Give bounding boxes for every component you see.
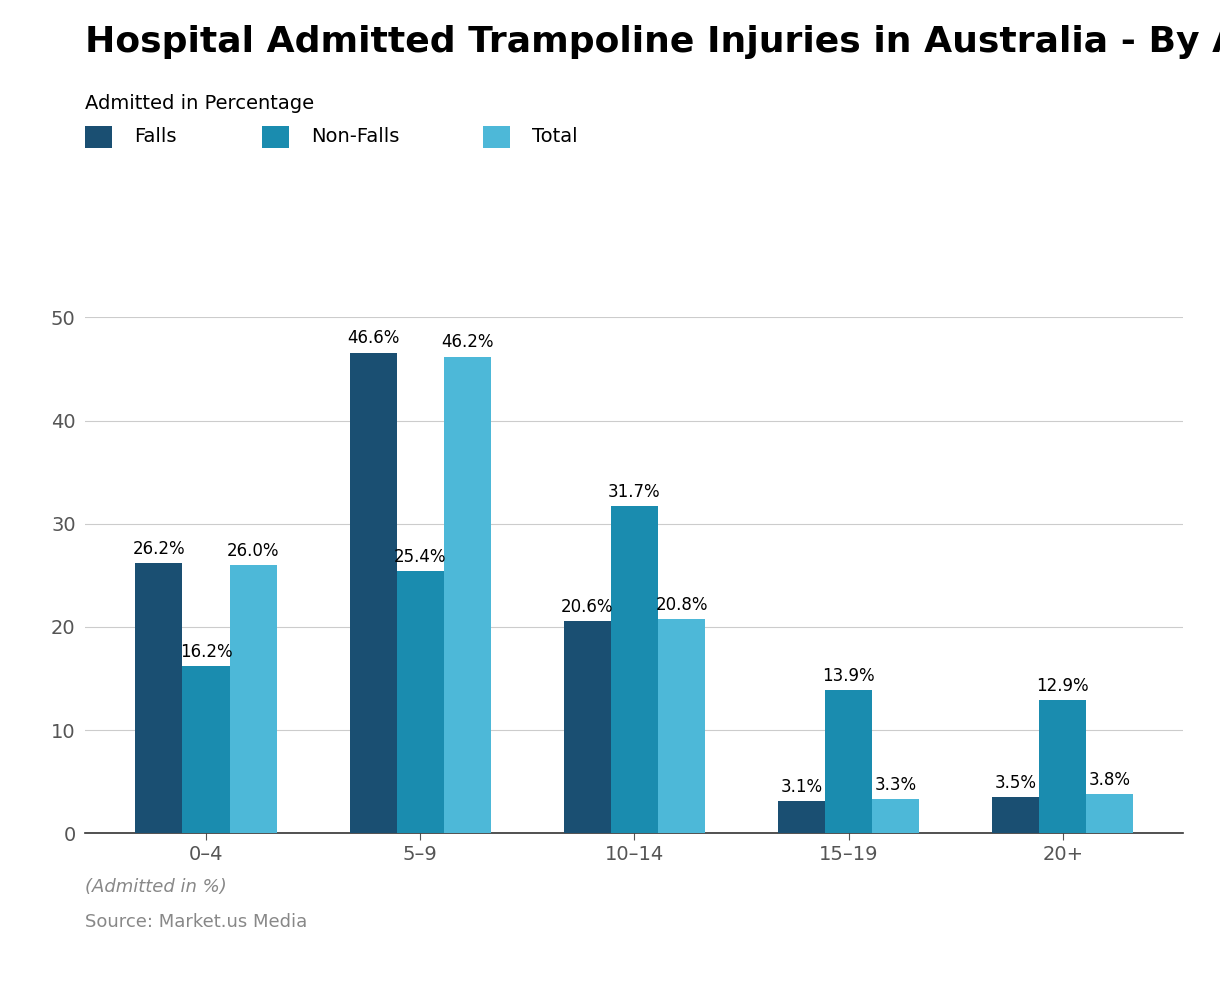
Text: 3.3%: 3.3% xyxy=(875,776,916,794)
Text: 46.6%: 46.6% xyxy=(346,329,399,347)
Bar xyxy=(611,506,658,833)
Bar xyxy=(825,689,872,833)
Bar xyxy=(1086,794,1133,833)
Text: Total: Total xyxy=(532,127,577,147)
Text: Non-Falls: Non-Falls xyxy=(311,127,399,147)
Bar xyxy=(396,571,444,833)
Text: 20.6%: 20.6% xyxy=(561,597,614,616)
Text: 31.7%: 31.7% xyxy=(608,483,661,501)
Bar xyxy=(778,802,825,833)
Text: 16.2%: 16.2% xyxy=(179,643,232,661)
Bar xyxy=(135,563,183,833)
Text: 13.9%: 13.9% xyxy=(822,667,875,684)
Text: 12.9%: 12.9% xyxy=(1037,677,1089,695)
Bar xyxy=(992,798,1039,833)
Text: Source: Market.us Media: Source: Market.us Media xyxy=(85,913,307,930)
Text: 26.0%: 26.0% xyxy=(227,542,279,559)
Text: 26.2%: 26.2% xyxy=(133,540,185,558)
Text: 20.8%: 20.8% xyxy=(655,595,708,613)
Text: (Admitted in %): (Admitted in %) xyxy=(85,878,227,896)
Text: 25.4%: 25.4% xyxy=(394,548,447,566)
Bar xyxy=(349,352,396,833)
Text: 3.8%: 3.8% xyxy=(1089,771,1131,789)
Bar xyxy=(564,621,611,833)
Text: 46.2%: 46.2% xyxy=(442,333,494,351)
Bar xyxy=(444,357,490,833)
Text: Admitted in Percentage: Admitted in Percentage xyxy=(85,94,315,113)
Bar xyxy=(1039,700,1086,833)
Text: 3.1%: 3.1% xyxy=(781,778,822,797)
Text: 3.5%: 3.5% xyxy=(994,774,1037,792)
Text: Hospital Admitted Trampoline Injuries in Australia - By Age: Hospital Admitted Trampoline Injuries in… xyxy=(85,25,1220,59)
Bar xyxy=(658,619,705,833)
Text: Falls: Falls xyxy=(134,127,177,147)
Bar xyxy=(229,565,277,833)
Bar xyxy=(872,800,920,833)
Bar xyxy=(183,667,229,833)
